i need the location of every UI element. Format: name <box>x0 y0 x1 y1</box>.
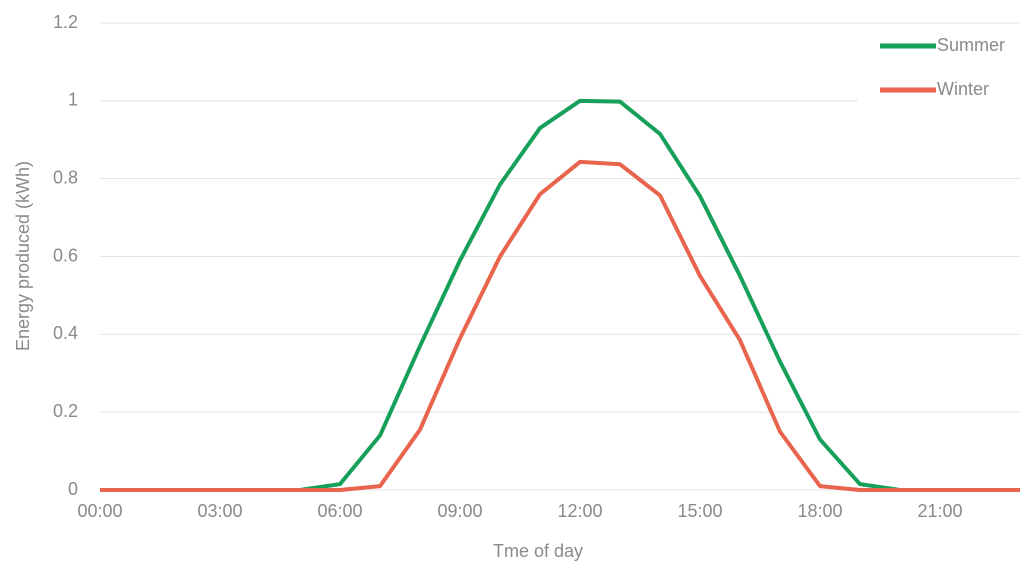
y-tick-label: 0.8 <box>53 167 78 187</box>
x-axis-title: Tme of day <box>493 541 583 561</box>
series-line <box>100 98 1020 492</box>
y-axis-title: Energy produced (kWh) <box>13 161 33 351</box>
x-tick-label: 21:00 <box>917 501 962 521</box>
y-tick-label: 0 <box>68 479 78 499</box>
y-tick-label: 0.2 <box>53 401 78 421</box>
legend-label: Summer <box>937 35 1005 55</box>
y-tick-label: 1.2 <box>53 12 78 32</box>
x-tick-label: 18:00 <box>797 501 842 521</box>
x-tick-label: 15:00 <box>677 501 722 521</box>
series-line <box>100 159 1020 492</box>
x-tick-label: 00:00 <box>77 501 122 521</box>
y-tick-label: 0.6 <box>53 245 78 265</box>
x-tick-label: 12:00 <box>557 501 602 521</box>
y-tick-label: 1 <box>68 90 78 110</box>
x-tick-label: 09:00 <box>437 501 482 521</box>
x-tick-label: 06:00 <box>317 501 362 521</box>
y-tick-label: 0.4 <box>53 323 78 343</box>
x-tick-label: 03:00 <box>197 501 242 521</box>
legend-label: Winter <box>937 79 989 99</box>
